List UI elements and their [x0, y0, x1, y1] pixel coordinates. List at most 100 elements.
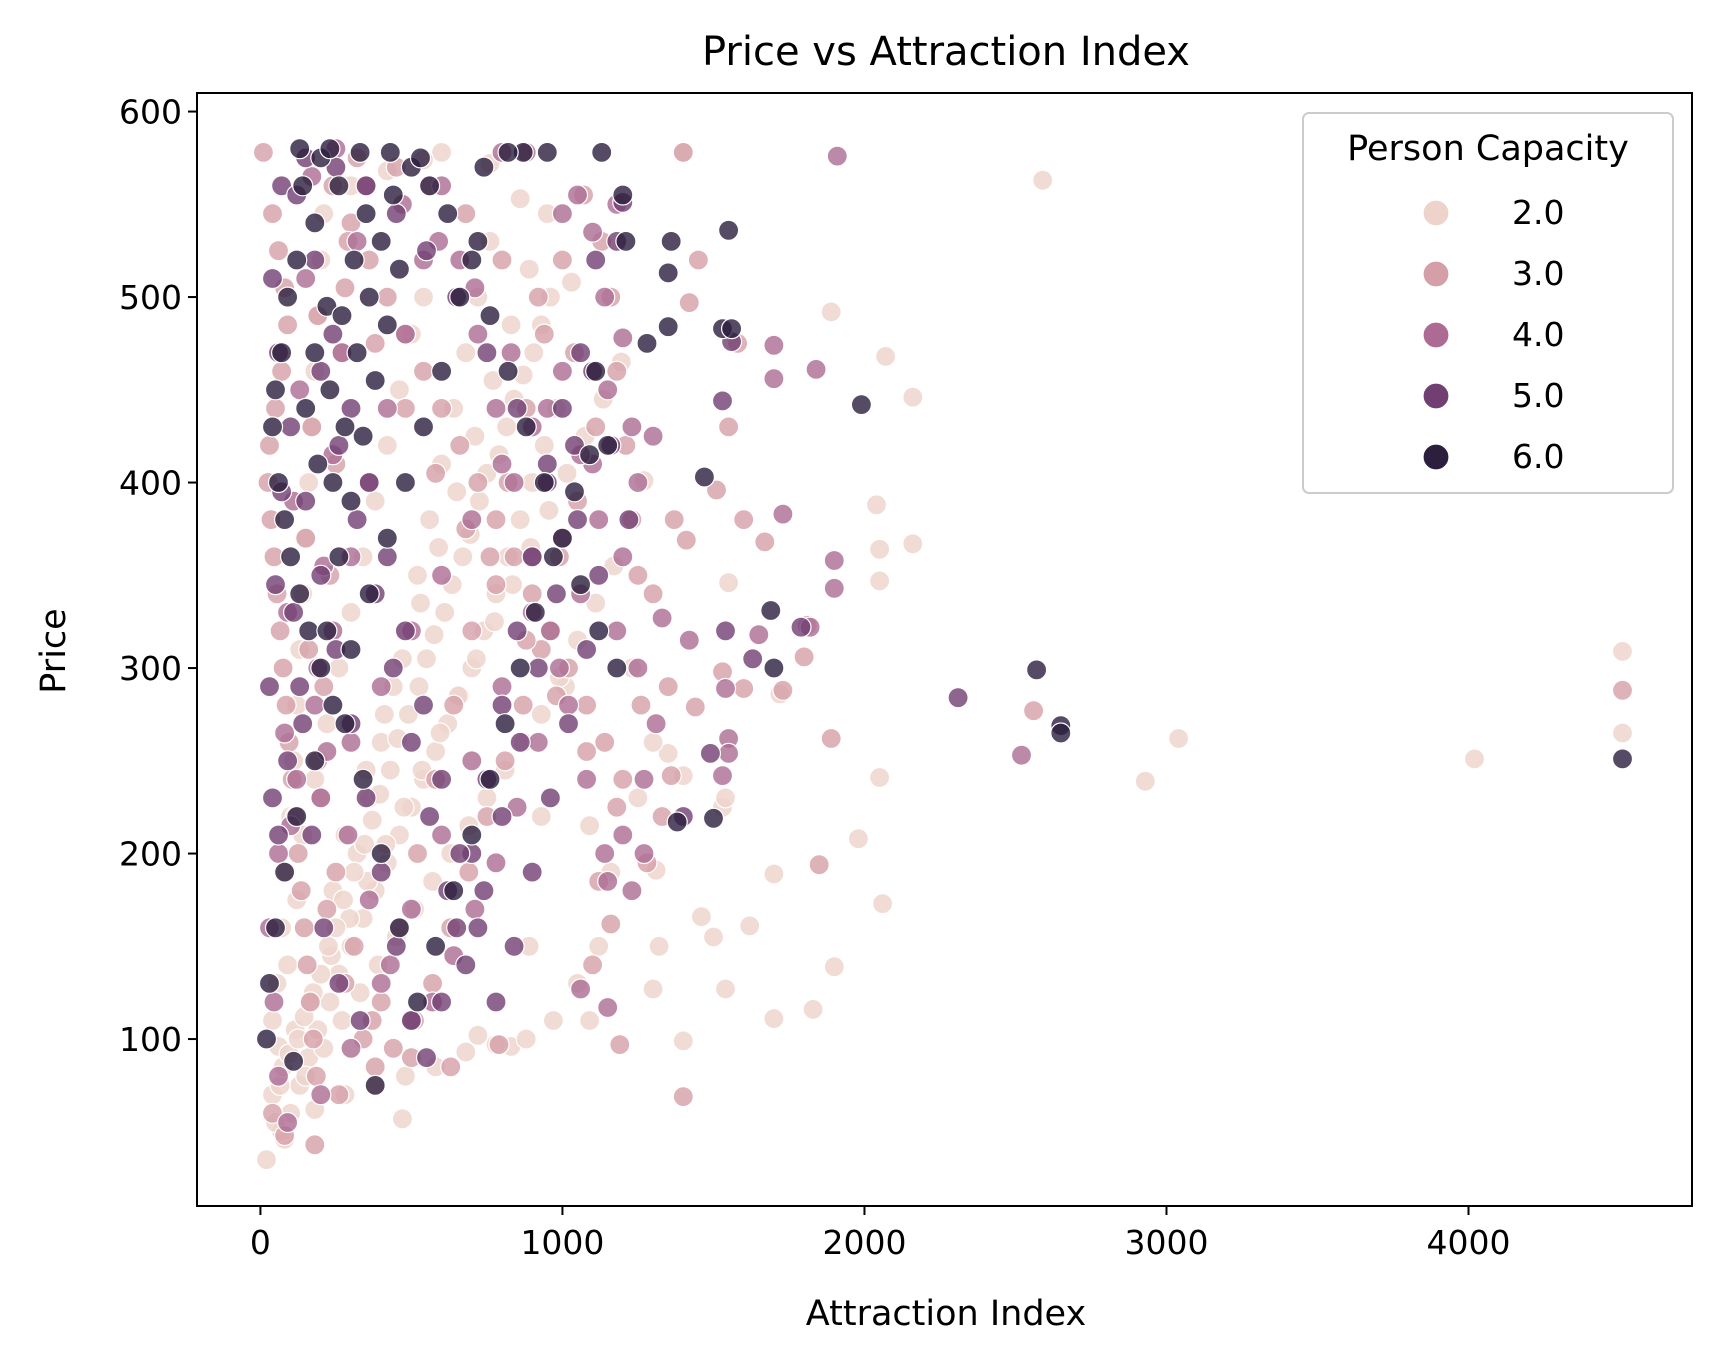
data-point	[310, 564, 332, 586]
data-point	[428, 536, 450, 559]
data-point	[304, 750, 326, 772]
data-point	[606, 620, 628, 642]
data-point	[406, 991, 429, 1013]
data-point	[868, 766, 891, 789]
data-point	[597, 434, 619, 456]
data-point	[847, 828, 870, 850]
data-point	[675, 529, 697, 551]
data-point	[871, 892, 894, 915]
data-point	[627, 787, 649, 809]
data-point	[621, 880, 643, 902]
data-point	[397, 703, 419, 726]
data-point	[560, 271, 583, 293]
data-point	[597, 379, 619, 401]
data-point	[388, 917, 410, 939]
data-point	[763, 368, 785, 390]
data-point	[500, 342, 522, 364]
data-point	[714, 787, 737, 809]
data-point	[714, 978, 737, 1000]
data-point	[739, 915, 761, 937]
data-point	[271, 360, 293, 382]
data-point	[364, 1074, 386, 1097]
data-point	[850, 394, 873, 416]
data-point	[902, 386, 924, 408]
data-point	[370, 861, 392, 883]
data-point	[585, 592, 607, 614]
x-tick-label: 2000	[822, 1223, 906, 1262]
data-point	[551, 203, 574, 225]
data-point	[388, 379, 410, 401]
data-point	[400, 731, 422, 753]
y-tick-label: 100	[119, 1020, 182, 1059]
data-point	[479, 305, 501, 327]
plot-frame	[196, 92, 1693, 1207]
data-point	[393, 796, 415, 818]
data-point	[1010, 744, 1033, 766]
data-point	[551, 249, 574, 271]
data-point	[461, 750, 483, 772]
data-point	[790, 616, 812, 638]
data-point	[748, 624, 770, 646]
data-point	[717, 572, 740, 594]
legend-marker	[1422, 443, 1450, 471]
data-point	[609, 1033, 631, 1056]
data-point	[865, 494, 888, 516]
y-tick-label: 400	[119, 464, 182, 503]
data-point	[307, 453, 329, 475]
data-point	[376, 314, 398, 336]
y-tick-label: 300	[119, 649, 182, 688]
data-point	[717, 219, 740, 241]
data-point	[280, 546, 302, 568]
data-point	[443, 880, 465, 902]
data-point	[660, 230, 682, 252]
data-point	[642, 583, 664, 605]
data-point	[733, 677, 755, 700]
data-point	[425, 462, 447, 484]
data-point	[763, 657, 785, 679]
data-point	[364, 369, 386, 392]
data-point	[331, 305, 353, 327]
data-point	[494, 750, 516, 772]
data-point	[633, 842, 655, 865]
legend-label: 2.0	[1512, 193, 1564, 232]
data-point	[446, 917, 468, 939]
data-point	[523, 342, 545, 364]
data-point	[536, 141, 558, 163]
data-point	[651, 607, 673, 629]
data-point	[642, 978, 664, 1000]
data-point	[412, 694, 435, 716]
x-tick-label: 1000	[520, 1223, 604, 1262]
legend-title: Person Capacity	[1347, 129, 1629, 169]
data-point	[527, 657, 549, 679]
data-point	[415, 1046, 438, 1069]
data-point	[1167, 727, 1190, 750]
data-point	[742, 648, 764, 670]
data-point	[678, 629, 700, 651]
data-point	[449, 286, 471, 308]
data-point	[657, 675, 679, 698]
data-point	[376, 397, 398, 419]
data-point	[621, 416, 643, 438]
data-point	[355, 175, 377, 197]
data-point	[458, 861, 480, 883]
data-point	[412, 286, 435, 308]
data-point	[578, 444, 601, 466]
data-point	[337, 824, 359, 846]
data-point	[485, 852, 507, 874]
data-point	[269, 620, 291, 642]
data-point	[304, 342, 326, 364]
data-point	[437, 203, 459, 225]
data-point	[509, 731, 531, 753]
data-point	[509, 508, 531, 531]
data-point	[575, 768, 598, 790]
data-point	[302, 1028, 324, 1050]
data-point	[431, 824, 453, 846]
data-point	[763, 334, 785, 356]
data-point	[548, 657, 571, 679]
data-point	[252, 141, 274, 163]
data-point	[947, 687, 969, 709]
data-point	[283, 1050, 305, 1072]
data-point	[588, 620, 610, 642]
data-point	[358, 471, 380, 494]
